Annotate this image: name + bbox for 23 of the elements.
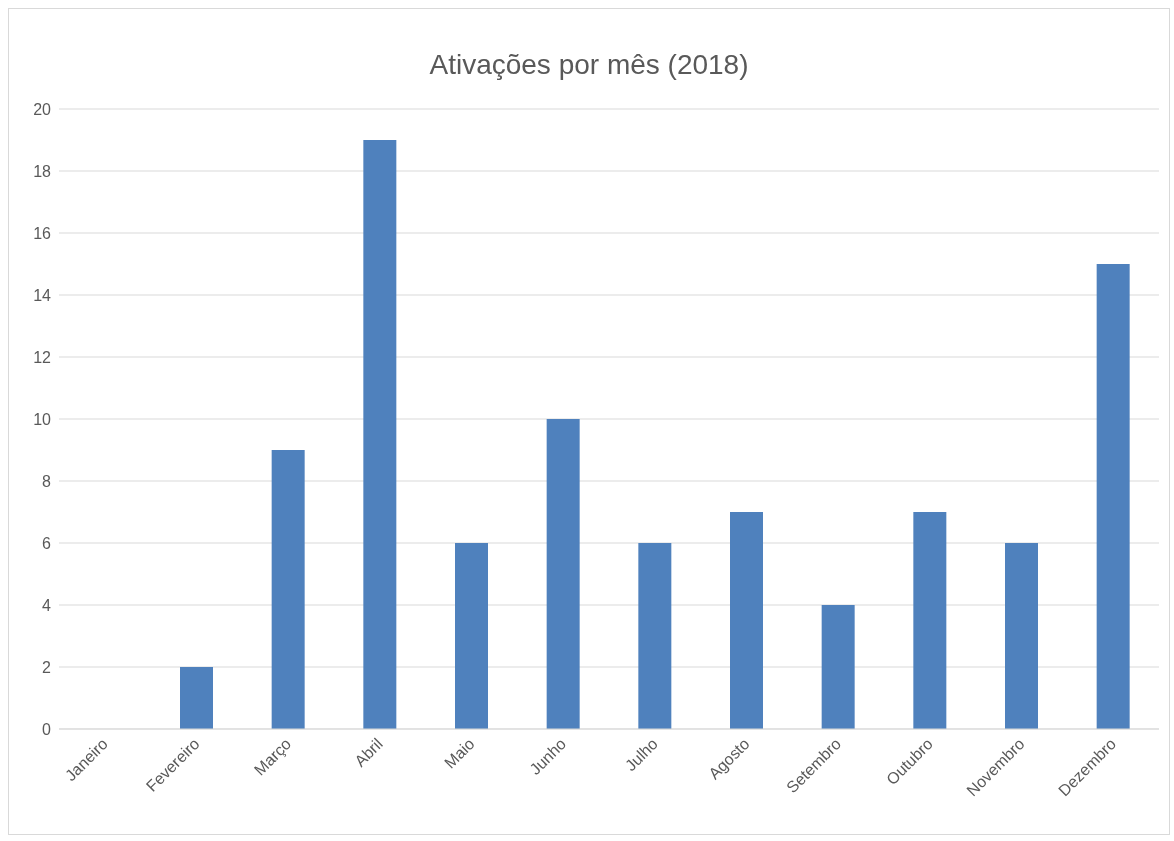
y-tick-label: 6 xyxy=(42,534,52,552)
bar xyxy=(1096,264,1130,729)
bar xyxy=(363,140,397,729)
bar xyxy=(271,450,305,729)
y-tick-label: 2 xyxy=(42,658,52,676)
bar xyxy=(638,543,672,729)
y-tick-label: 10 xyxy=(33,410,52,428)
y-tick-label: 12 xyxy=(33,348,52,366)
bar xyxy=(1005,543,1038,729)
y-tick-label: 8 xyxy=(42,472,52,490)
y-tick-label: 0 xyxy=(42,720,52,738)
y-tick-label: 14 xyxy=(33,286,52,304)
bar xyxy=(546,419,580,729)
y-tick-label: 16 xyxy=(33,224,52,242)
bar xyxy=(455,543,488,729)
y-tick-label: 4 xyxy=(42,596,52,614)
y-tick-label: 20 xyxy=(33,100,52,118)
bar xyxy=(180,667,213,729)
bar xyxy=(821,605,855,729)
bar xyxy=(913,512,947,729)
chart-title: Ativações por mês (2018) xyxy=(428,49,750,82)
bar xyxy=(730,512,763,729)
y-tick-label: 18 xyxy=(33,162,52,180)
